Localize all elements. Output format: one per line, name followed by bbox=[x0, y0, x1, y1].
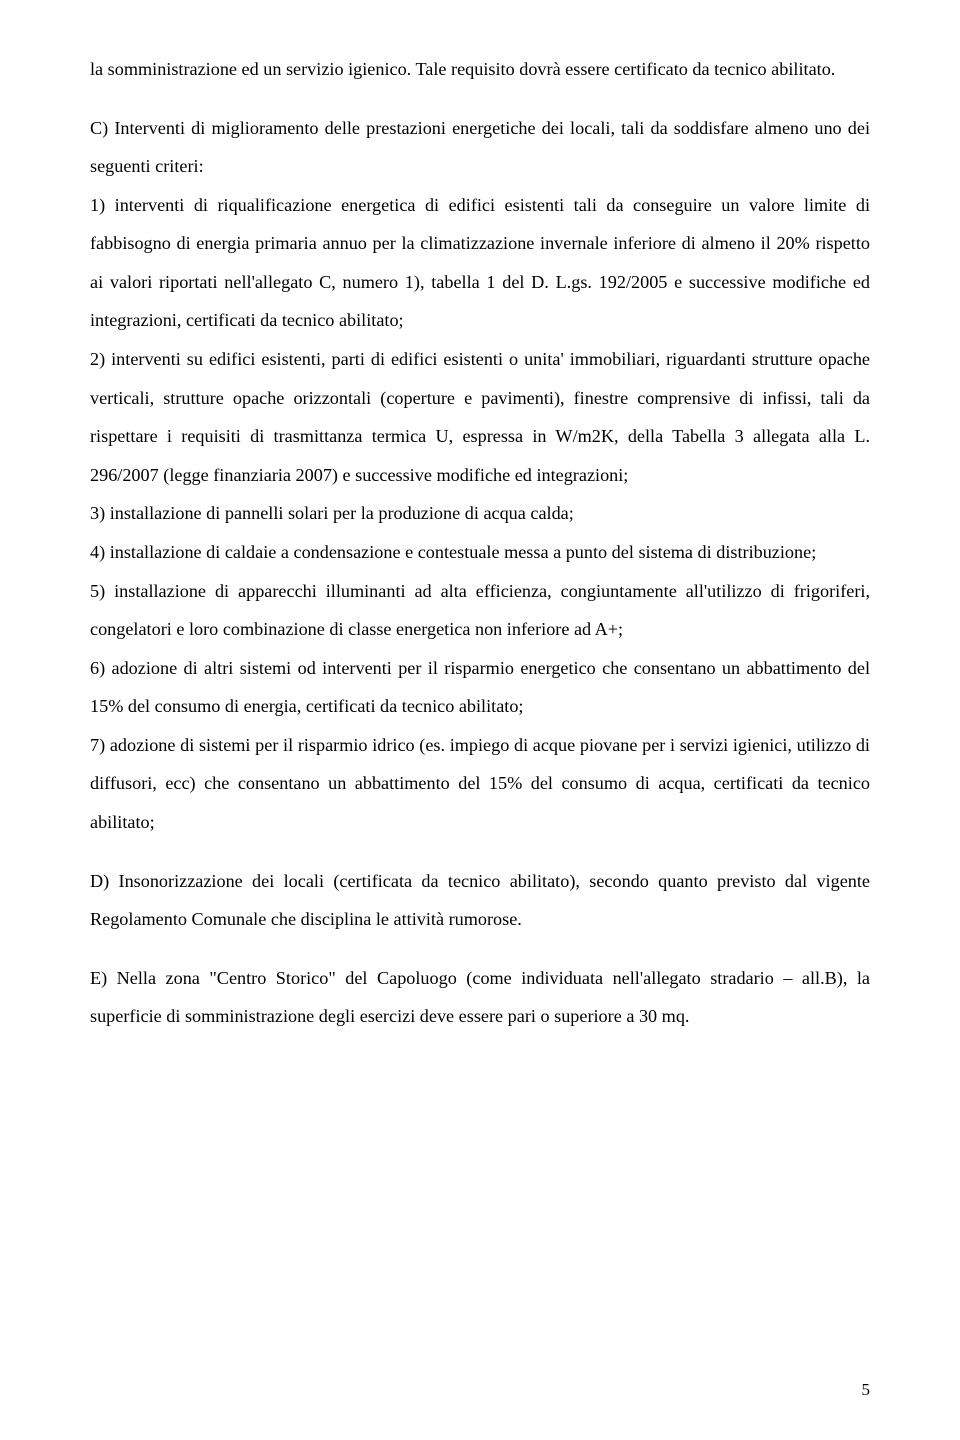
document-body: la somministrazione ed un servizio igien… bbox=[90, 50, 870, 1036]
paragraph-c3: 3) installazione di pannelli solari per … bbox=[90, 494, 870, 533]
paragraph-c7: 7) adozione di sistemi per il risparmio … bbox=[90, 726, 870, 842]
paragraph-c2: 2) interventi su edifici esistenti, part… bbox=[90, 340, 870, 494]
spacer bbox=[90, 89, 870, 109]
spacer bbox=[90, 842, 870, 862]
paragraph-section-c-lead: C) Interventi di miglioramento delle pre… bbox=[90, 109, 870, 186]
paragraph-c4: 4) installazione di caldaie a condensazi… bbox=[90, 533, 870, 572]
page-number: 5 bbox=[862, 1380, 871, 1400]
page: la somministrazione ed un servizio igien… bbox=[0, 0, 960, 1440]
spacer bbox=[90, 939, 870, 959]
paragraph-section-d: D) Insonorizzazione dei locali (certific… bbox=[90, 862, 870, 939]
paragraph-c6: 6) adozione di altri sistemi od interven… bbox=[90, 649, 870, 726]
paragraph-c5: 5) installazione di apparecchi illuminan… bbox=[90, 572, 870, 649]
paragraph-intro: la somministrazione ed un servizio igien… bbox=[90, 50, 870, 89]
paragraph-section-e: E) Nella zona "Centro Storico" del Capol… bbox=[90, 959, 870, 1036]
paragraph-c1: 1) interventi di riqualificazione energe… bbox=[90, 186, 870, 340]
